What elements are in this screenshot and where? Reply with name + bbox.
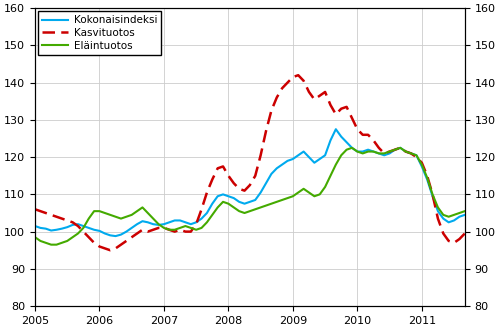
Legend: Kokonaisindeksi, Kasvituotos, Eläintuotos: Kokonaisindeksi, Kasvituotos, Eläintuoto… [38,11,161,55]
